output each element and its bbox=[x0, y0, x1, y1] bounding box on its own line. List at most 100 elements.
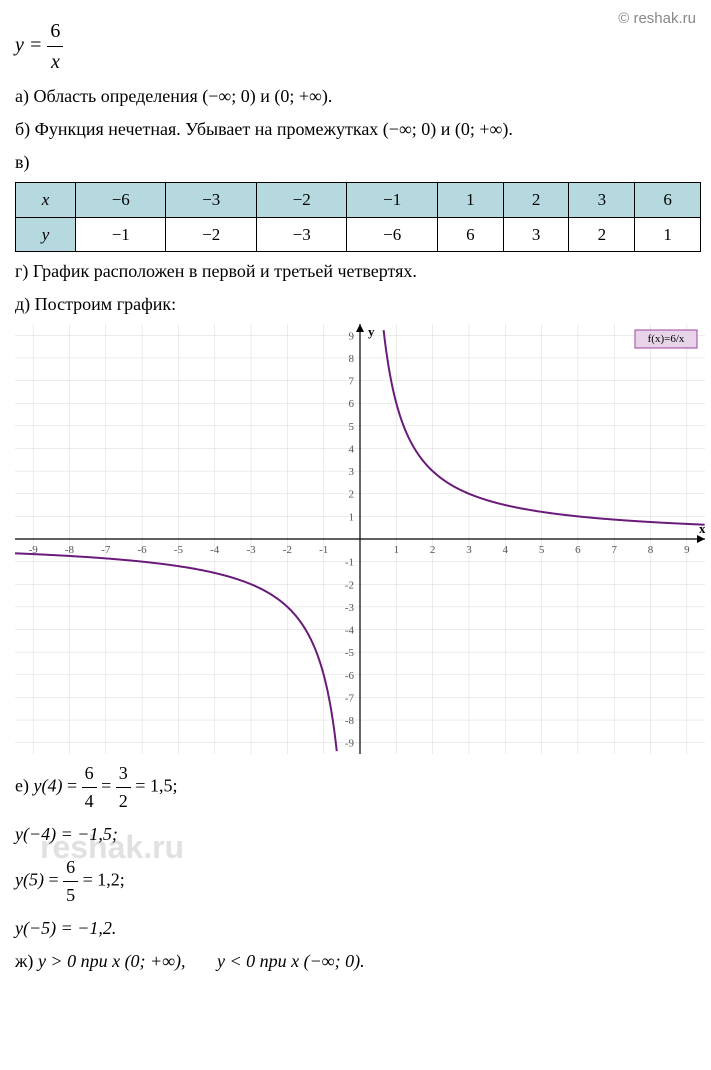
chart: -9-8-7-6-5-4-3-2-1123456789-9-8-7-6-5-4-… bbox=[15, 324, 705, 754]
svg-text:8: 8 bbox=[349, 353, 355, 365]
part-g: г) График расположен в первой и третьей … bbox=[15, 258, 701, 285]
svg-text:2: 2 bbox=[349, 489, 355, 501]
table-x-label: x bbox=[16, 183, 76, 218]
frac-den: 4 bbox=[82, 788, 97, 815]
svg-text:1: 1 bbox=[394, 544, 400, 556]
svg-text:-5: -5 bbox=[345, 647, 355, 659]
fraction: 6 4 bbox=[82, 760, 97, 815]
table-y-label: y bbox=[16, 217, 76, 252]
svg-text:9: 9 bbox=[684, 544, 690, 556]
part-d-label: д) bbox=[15, 294, 30, 314]
calc-fn: y(5) bbox=[15, 870, 44, 890]
table-cell: 6 bbox=[635, 183, 701, 218]
svg-text:-2: -2 bbox=[345, 579, 354, 591]
svg-text:-4: -4 bbox=[210, 544, 220, 556]
svg-text:5: 5 bbox=[349, 421, 355, 433]
part-e-2: y(−4) = −1,5; bbox=[15, 821, 701, 848]
svg-text:7: 7 bbox=[349, 376, 355, 388]
part-e-3: y(5) = 6 5 = 1,2; bbox=[15, 854, 701, 909]
frac-den: 2 bbox=[116, 788, 131, 815]
part-zh-label: ж) bbox=[15, 951, 33, 971]
part-zh-text1: y > 0 при x (0; +∞), bbox=[38, 951, 186, 971]
part-v-label: в) bbox=[15, 152, 30, 172]
svg-text:6: 6 bbox=[349, 398, 355, 410]
table-cell: −2 bbox=[166, 217, 256, 252]
svg-text:y: y bbox=[368, 324, 375, 339]
svg-text:9: 9 bbox=[349, 330, 355, 342]
svg-text:8: 8 bbox=[648, 544, 654, 556]
calc-fn: y(4) bbox=[33, 776, 62, 796]
svg-text:3: 3 bbox=[349, 466, 355, 478]
part-zh-text2: y < 0 при x (−∞; 0). bbox=[217, 951, 365, 971]
formula-fraction: 6 x bbox=[47, 16, 63, 77]
part-zh: ж) y > 0 при x (0; +∞), y < 0 при x (−∞;… bbox=[15, 948, 701, 975]
svg-text:3: 3 bbox=[466, 544, 472, 556]
formula-den: x bbox=[47, 47, 63, 77]
calc-result: 1,5; bbox=[150, 776, 178, 796]
frac-num: 3 bbox=[116, 760, 131, 788]
table-cell: 2 bbox=[569, 217, 635, 252]
part-b: б) Функция нечетная. Убывает на промежут… bbox=[15, 116, 701, 143]
svg-text:-7: -7 bbox=[345, 692, 355, 704]
svg-text:6: 6 bbox=[575, 544, 581, 556]
part-a-label: а) bbox=[15, 86, 29, 106]
part-g-label: г) bbox=[15, 261, 28, 281]
svg-text:-2: -2 bbox=[283, 544, 292, 556]
svg-text:7: 7 bbox=[611, 544, 617, 556]
svg-text:-9: -9 bbox=[345, 738, 355, 750]
table-cell: 1 bbox=[437, 183, 503, 218]
fraction: 6 5 bbox=[63, 854, 78, 909]
svg-text:4: 4 bbox=[349, 443, 355, 455]
table-cell: −2 bbox=[256, 183, 346, 218]
frac-den: 5 bbox=[63, 882, 78, 909]
svg-text:-6: -6 bbox=[345, 670, 355, 682]
table-cell: −1 bbox=[76, 217, 166, 252]
table-cell: 3 bbox=[569, 183, 635, 218]
table-x-row: x −6 −3 −2 −1 1 2 3 6 bbox=[16, 183, 701, 218]
xy-table: x −6 −3 −2 −1 1 2 3 6 y −1 −2 −3 −6 6 3 … bbox=[15, 182, 701, 252]
svg-text:-1: -1 bbox=[345, 557, 354, 569]
part-b-label: б) bbox=[15, 119, 30, 139]
formula-num: 6 bbox=[47, 16, 63, 47]
table-cell: 1 bbox=[635, 217, 701, 252]
part-a: а) Область определения (−∞; 0) и (0; +∞)… bbox=[15, 83, 701, 110]
part-d-text: Построим график: bbox=[35, 294, 176, 314]
calc-result: 1,2; bbox=[97, 870, 125, 890]
table-cell: −6 bbox=[347, 217, 437, 252]
part-e-label: е) bbox=[15, 776, 29, 796]
svg-text:-5: -5 bbox=[174, 544, 184, 556]
svg-text:f(x)=6/x: f(x)=6/x bbox=[648, 333, 685, 345]
table-cell: −3 bbox=[166, 183, 256, 218]
part-d: д) Построим график: bbox=[15, 291, 701, 318]
svg-text:4: 4 bbox=[503, 544, 509, 556]
part-e-4: y(−5) = −1,2. bbox=[15, 915, 701, 942]
svg-text:-1: -1 bbox=[319, 544, 328, 556]
svg-text:-3: -3 bbox=[345, 602, 355, 614]
table-cell: 6 bbox=[437, 217, 503, 252]
table-cell: −6 bbox=[76, 183, 166, 218]
main-formula: y = 6 x bbox=[15, 16, 701, 77]
frac-num: 6 bbox=[63, 854, 78, 882]
formula-lhs: y bbox=[15, 34, 24, 56]
chart-svg: -9-8-7-6-5-4-3-2-1123456789-9-8-7-6-5-4-… bbox=[15, 324, 705, 754]
watermark: © reshak.ru bbox=[618, 8, 696, 31]
table-y-row: y −1 −2 −3 −6 6 3 2 1 bbox=[16, 217, 701, 252]
part-g-text: График расположен в первой и третьей чет… bbox=[33, 261, 417, 281]
table-cell: 2 bbox=[503, 183, 569, 218]
part-v: в) bbox=[15, 149, 701, 176]
svg-text:-6: -6 bbox=[138, 544, 148, 556]
svg-text:5: 5 bbox=[539, 544, 545, 556]
fraction: 3 2 bbox=[116, 760, 131, 815]
part-b-text: Функция нечетная. Убывает на промежутках… bbox=[35, 119, 513, 139]
table-cell: 3 bbox=[503, 217, 569, 252]
svg-text:1: 1 bbox=[349, 511, 355, 523]
svg-text:-4: -4 bbox=[345, 625, 355, 637]
svg-text:-8: -8 bbox=[345, 715, 355, 727]
svg-text:-8: -8 bbox=[65, 544, 75, 556]
svg-text:2: 2 bbox=[430, 544, 436, 556]
table-cell: −3 bbox=[256, 217, 346, 252]
table-cell: −1 bbox=[347, 183, 437, 218]
frac-num: 6 bbox=[82, 760, 97, 788]
part-e-1: е) y(4) = 6 4 = 3 2 = 1,5; bbox=[15, 760, 701, 815]
svg-text:x: x bbox=[699, 521, 705, 536]
